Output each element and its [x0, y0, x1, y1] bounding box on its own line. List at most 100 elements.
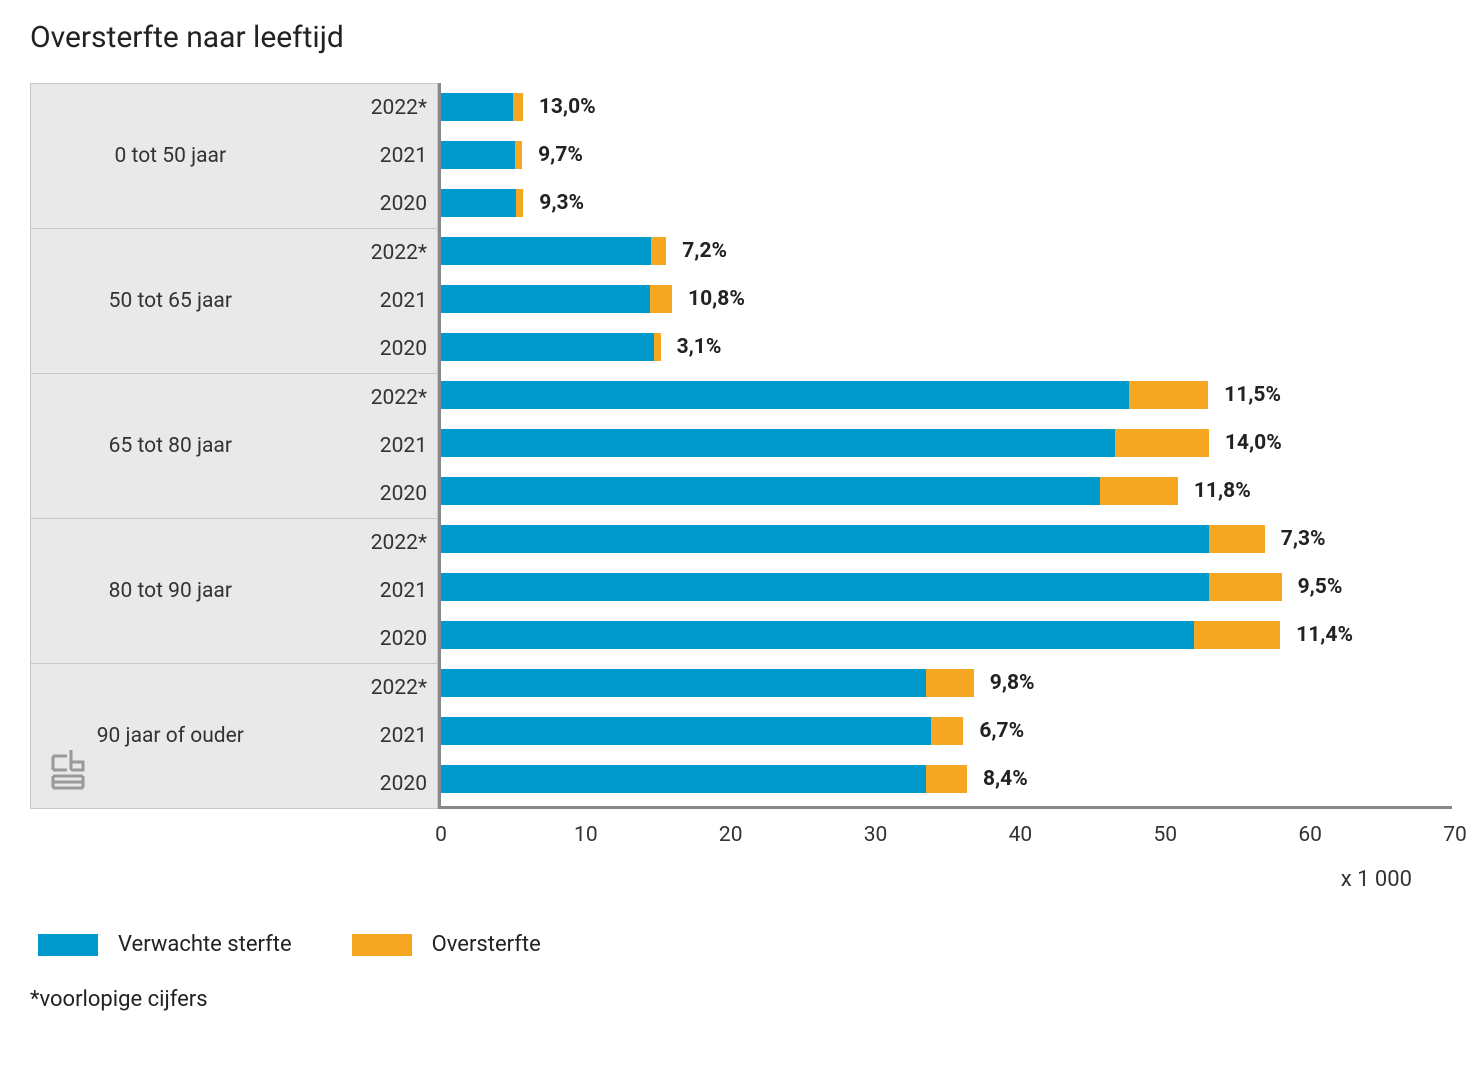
bar-row: 3,1% — [441, 323, 1452, 371]
footnote: *voorlopige cijfers — [30, 987, 1452, 1012]
x-axis-unit: x 1 000 — [30, 867, 1452, 892]
x-tick: 70 — [1443, 823, 1467, 847]
year-label: 2021 — [310, 132, 437, 180]
legend: Verwachte sterfte Oversterfte — [38, 932, 1452, 957]
x-tick: 60 — [1298, 823, 1322, 847]
year-label: 2020 — [310, 760, 437, 808]
chart-container: 0 tot 50 jaar2022*2021202050 tot 65 jaar… — [30, 83, 1452, 809]
bar-row: 8,4% — [441, 755, 1452, 803]
year-label: 2021 — [310, 422, 437, 470]
bar-excess — [931, 717, 964, 745]
x-tick: 10 — [574, 823, 598, 847]
bar-row: 9,3% — [441, 179, 1452, 227]
bar-expected — [441, 381, 1129, 409]
bar-expected — [441, 189, 516, 217]
year-label: 2022* — [310, 664, 437, 712]
x-tick: 20 — [719, 823, 743, 847]
bar-expected — [441, 765, 926, 793]
bar-row: 11,8% — [441, 467, 1452, 515]
bar-row: 9,7% — [441, 131, 1452, 179]
bar-excess — [650, 285, 672, 313]
legend-swatch — [38, 934, 98, 956]
year-stack: 2022*20212020 — [310, 374, 437, 518]
bar-excess — [651, 237, 666, 265]
bar-excess — [926, 669, 974, 697]
bar-pct-label: 9,3% — [539, 191, 584, 215]
bar-excess — [1209, 525, 1265, 553]
year-label: 2020 — [310, 470, 437, 518]
bar-pct-label: 9,8% — [990, 671, 1035, 695]
bar-excess — [1194, 621, 1280, 649]
bar-row: 7,2% — [441, 227, 1452, 275]
bar-row: 9,8% — [441, 659, 1452, 707]
bar-pct-label: 14,0% — [1225, 431, 1282, 455]
year-label: 2022* — [310, 229, 437, 277]
bar-pct-label: 9,5% — [1298, 575, 1343, 599]
age-group-label: 80 tot 90 jaar — [31, 519, 310, 663]
bar-expected — [441, 669, 926, 697]
year-stack: 2022*20212020 — [310, 229, 437, 373]
cbs-logo-icon — [47, 748, 93, 798]
bar-expected — [441, 93, 513, 121]
bar-excess — [1115, 429, 1209, 457]
age-group-label: 0 tot 50 jaar — [31, 84, 310, 228]
legend-item: Oversterfte — [352, 932, 541, 957]
year-label: 2022* — [310, 84, 437, 132]
age-group-label: 65 tot 80 jaar — [31, 374, 310, 518]
x-tick: 0 — [435, 823, 447, 847]
bar-expected — [441, 573, 1209, 601]
bar-pct-label: 11,4% — [1296, 623, 1353, 647]
category-panel: 0 tot 50 jaar2022*2021202050 tot 65 jaar… — [30, 83, 438, 809]
bar-row: 10,8% — [441, 275, 1452, 323]
bar-row: 14,0% — [441, 419, 1452, 467]
bar-expected — [441, 525, 1209, 553]
age-group-row: 0 tot 50 jaar2022*20212020 — [31, 84, 437, 229]
bar-expected — [441, 429, 1115, 457]
legend-label: Verwachte sterfte — [118, 932, 292, 957]
bar-excess — [1209, 573, 1282, 601]
bar-expected — [441, 717, 931, 745]
bar-row: 6,7% — [441, 707, 1452, 755]
x-tick: 30 — [864, 823, 888, 847]
bar-row: 11,4% — [441, 611, 1452, 659]
bar-row: 13,0% — [441, 83, 1452, 131]
legend-item: Verwachte sterfte — [38, 932, 292, 957]
bar-expected — [441, 237, 651, 265]
bar-pct-label: 6,7% — [979, 719, 1024, 743]
year-stack: 2022*20212020 — [310, 519, 437, 663]
x-axis: 010203040506070 — [438, 809, 1452, 859]
bar-pct-label: 13,0% — [539, 95, 596, 119]
bar-row: 11,5% — [441, 371, 1452, 419]
year-label: 2020 — [310, 325, 437, 373]
age-group-row: 80 tot 90 jaar2022*20212020 — [31, 519, 437, 664]
age-group-label: 50 tot 65 jaar — [31, 229, 310, 373]
bars-panel: 13,0% 9,7% 9,3% 7,2% 10,8% 3,1% 11,5% 14,0% 11,8… — [438, 83, 1452, 809]
age-group-row: 65 tot 80 jaar2022*20212020 — [31, 374, 437, 519]
bar-pct-label: 7,3% — [1281, 527, 1326, 551]
bar-expected — [441, 477, 1100, 505]
x-tick: 40 — [1009, 823, 1033, 847]
bar-pct-label: 8,4% — [983, 767, 1028, 791]
bar-row: 7,3% — [441, 515, 1452, 563]
year-stack: 2022*20212020 — [310, 84, 437, 228]
age-group-row: 50 tot 65 jaar2022*20212020 — [31, 229, 437, 374]
bar-pct-label: 10,8% — [688, 287, 745, 311]
year-label: 2021 — [310, 277, 437, 325]
bar-excess — [926, 765, 967, 793]
year-label: 2020 — [310, 180, 437, 228]
year-label: 2022* — [310, 374, 437, 422]
bar-pct-label: 3,1% — [677, 335, 722, 359]
bar-excess — [1129, 381, 1208, 409]
bar-expected — [441, 333, 654, 361]
bar-excess — [515, 141, 522, 169]
bar-row: 9,5% — [441, 563, 1452, 611]
legend-label: Oversterfte — [432, 932, 541, 957]
bar-excess — [516, 189, 523, 217]
bar-expected — [441, 141, 515, 169]
bar-expected — [441, 621, 1194, 649]
year-label: 2021 — [310, 567, 437, 615]
bar-pct-label: 7,2% — [682, 239, 727, 263]
bar-expected — [441, 285, 650, 313]
legend-swatch — [352, 934, 412, 956]
x-tick: 50 — [1153, 823, 1177, 847]
